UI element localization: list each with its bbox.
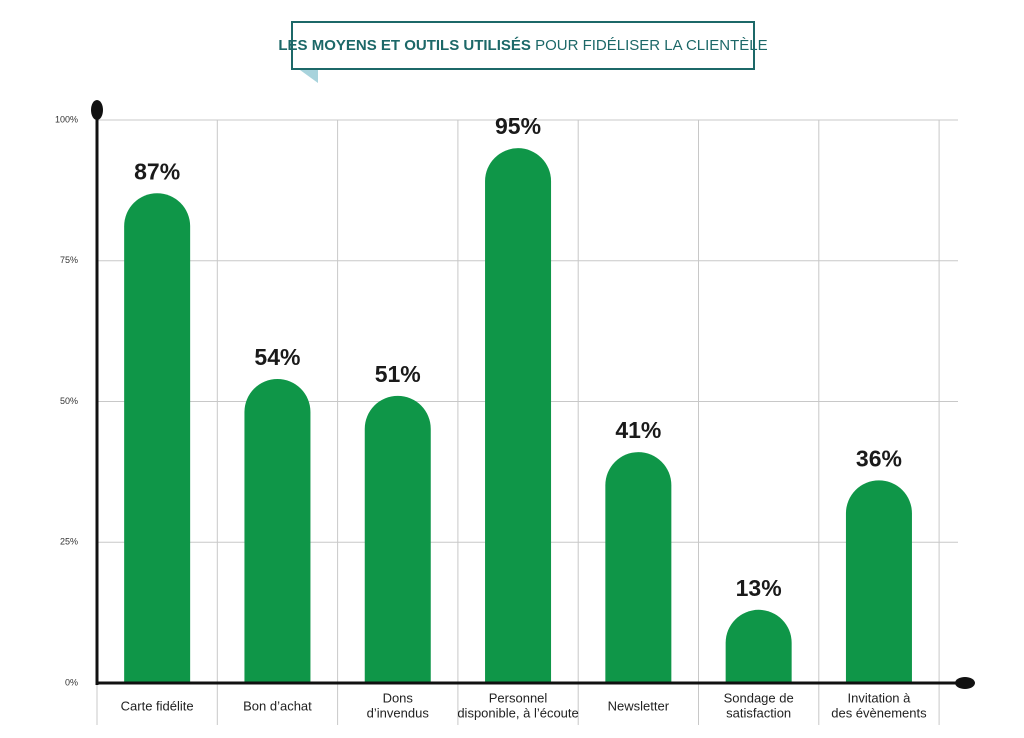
bars: 87% 54% 51% 95% 41% 13% 36% xyxy=(124,113,912,684)
title-regular: POUR FIDÉLISER LA CLIENTÈLE xyxy=(535,37,768,54)
title-box xyxy=(291,21,755,70)
bar xyxy=(725,609,792,683)
value-label: 13% xyxy=(736,575,782,601)
y-tick-label: 0% xyxy=(65,677,78,687)
value-label: 95% xyxy=(495,113,541,139)
x-tick-label: Newsletter xyxy=(608,698,670,713)
value-label: 41% xyxy=(615,417,661,443)
y-axis-end xyxy=(91,100,103,120)
y-tick-label: 50% xyxy=(60,396,78,406)
value-label: 54% xyxy=(254,344,300,370)
title-tail xyxy=(300,70,318,83)
y-tick-label: 25% xyxy=(60,537,78,547)
x-tick-label: Personnel disponible, à l’écoute xyxy=(457,691,578,721)
bar xyxy=(124,193,191,684)
chart-title: LES MOYENS ET OUTILS UTILISÉS POUR FIDÉL… xyxy=(278,37,767,54)
y-tick-label: 100% xyxy=(55,114,78,124)
bar xyxy=(605,452,672,683)
x-tick-label: Dons d’invendus xyxy=(367,691,430,721)
value-label: 51% xyxy=(375,361,421,387)
bar xyxy=(845,480,912,683)
x-axis-end xyxy=(955,677,975,689)
title-bold: LES MOYENS ET OUTILS UTILISÉS xyxy=(278,37,531,54)
value-label: 36% xyxy=(856,445,902,471)
x-tick-label: Bon d’achat xyxy=(243,698,312,713)
bar xyxy=(244,379,311,683)
x-tick-label: Invitation à des évènements xyxy=(831,691,927,721)
bar xyxy=(364,395,431,683)
x-tick-label: Sondage de satisfaction xyxy=(724,691,794,721)
value-label: 87% xyxy=(134,158,180,184)
x-tick-label: Carte fidélite xyxy=(121,698,194,713)
bar xyxy=(485,148,552,683)
y-tick-label: 75% xyxy=(60,255,78,265)
